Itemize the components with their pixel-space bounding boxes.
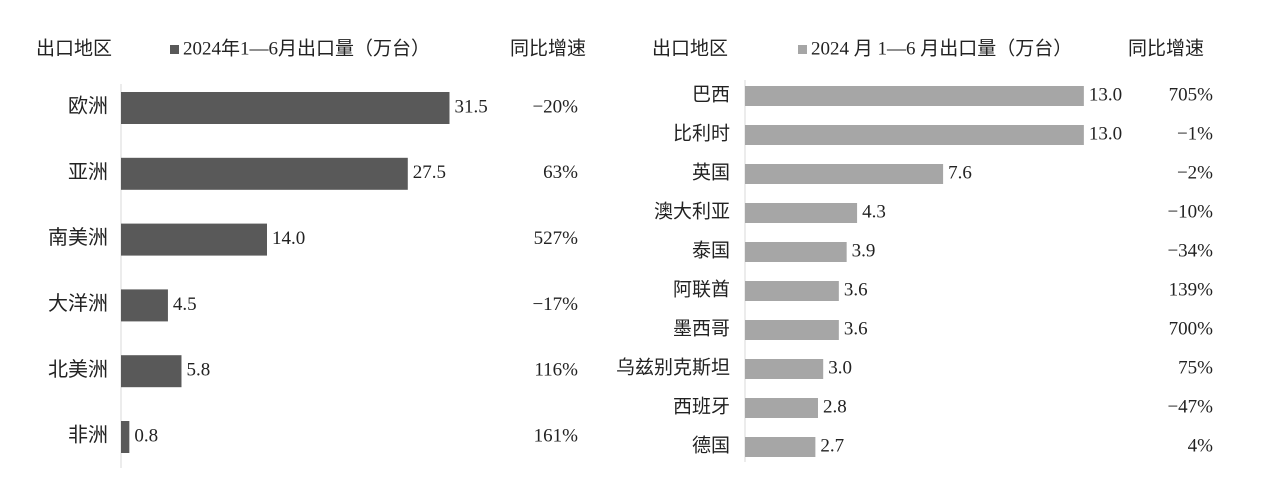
- bar: [745, 281, 839, 301]
- category-label: 乌兹别克斯坦: [616, 356, 730, 378]
- legend-swatch: [170, 45, 179, 54]
- growth-label: −20%: [532, 96, 578, 117]
- growth-label: 161%: [534, 425, 579, 446]
- bar: [745, 164, 944, 184]
- category-label: 北美洲: [48, 358, 108, 381]
- bar: [745, 86, 1084, 106]
- bar: [745, 398, 818, 418]
- growth-label: 116%: [534, 360, 578, 381]
- category-header: 出口地区: [652, 37, 728, 59]
- bar: [745, 203, 858, 223]
- bar: [121, 157, 408, 190]
- growth-label: 705%: [1169, 84, 1214, 105]
- growth-header: 同比增速: [510, 37, 586, 59]
- bar: [121, 289, 168, 322]
- category-label: 泰国: [692, 239, 730, 261]
- value-label: 3.9: [852, 240, 876, 261]
- value-label: 13.0: [1089, 84, 1122, 105]
- bar: [121, 92, 450, 124]
- value-label: 13.0: [1089, 123, 1122, 144]
- growth-label: 75%: [1178, 357, 1213, 378]
- legend-swatch: [798, 45, 807, 54]
- category-label: 墨西哥: [673, 318, 730, 339]
- value-label: 3.0: [828, 357, 852, 378]
- value-label: 4.3: [862, 201, 886, 222]
- growth-header: 同比增速: [1128, 37, 1204, 59]
- bar: [745, 242, 847, 262]
- legend-label: 2024 月 1—6 月出口量（万台）: [811, 37, 1072, 59]
- value-label: 27.5: [413, 162, 446, 183]
- growth-label: −17%: [532, 294, 578, 315]
- category-label: 巴西: [692, 84, 730, 105]
- growth-label: 139%: [1169, 279, 1214, 300]
- value-label: 4.5: [173, 294, 197, 315]
- growth-label: −1%: [1177, 123, 1213, 144]
- value-label: 2.7: [820, 435, 844, 456]
- category-label: 南美洲: [48, 226, 108, 249]
- category-label: 澳大利亚: [654, 200, 730, 222]
- growth-label: 700%: [1169, 318, 1214, 339]
- category-label: 德国: [692, 434, 730, 456]
- category-label: 非洲: [68, 424, 108, 447]
- legend-label: 2024年1—6月出口量（万台）: [183, 37, 430, 59]
- bar: [121, 421, 130, 453]
- bar: [745, 125, 1084, 145]
- growth-label: 63%: [543, 162, 578, 183]
- bar: [745, 437, 816, 457]
- value-label: 7.6: [948, 162, 972, 183]
- bar: [745, 320, 839, 340]
- value-label: 0.8: [134, 425, 158, 446]
- category-header: 出口地区: [36, 37, 112, 59]
- category-label: 阿联酋: [673, 278, 730, 300]
- bar: [745, 359, 824, 379]
- growth-label: −10%: [1167, 201, 1213, 222]
- growth-label: −47%: [1167, 396, 1213, 417]
- category-label: 西班牙: [673, 395, 730, 417]
- growth-label: 4%: [1188, 435, 1214, 456]
- value-label: 5.8: [186, 360, 210, 381]
- growth-label: −2%: [1177, 162, 1213, 183]
- value-label: 3.6: [844, 279, 868, 300]
- value-label: 2.8: [823, 396, 847, 417]
- category-label: 亚洲: [68, 161, 108, 183]
- category-label: 英国: [692, 161, 730, 183]
- category-label: 比利时: [673, 122, 730, 144]
- growth-label: −34%: [1167, 240, 1213, 261]
- value-label: 31.5: [455, 96, 488, 117]
- bar: [121, 355, 182, 388]
- bar: [121, 223, 267, 256]
- value-label: 14.0: [272, 228, 305, 249]
- growth-label: 527%: [534, 228, 579, 249]
- value-label: 3.6: [844, 318, 868, 339]
- category-label: 大洋洲: [48, 292, 108, 315]
- category-label: 欧洲: [68, 95, 108, 118]
